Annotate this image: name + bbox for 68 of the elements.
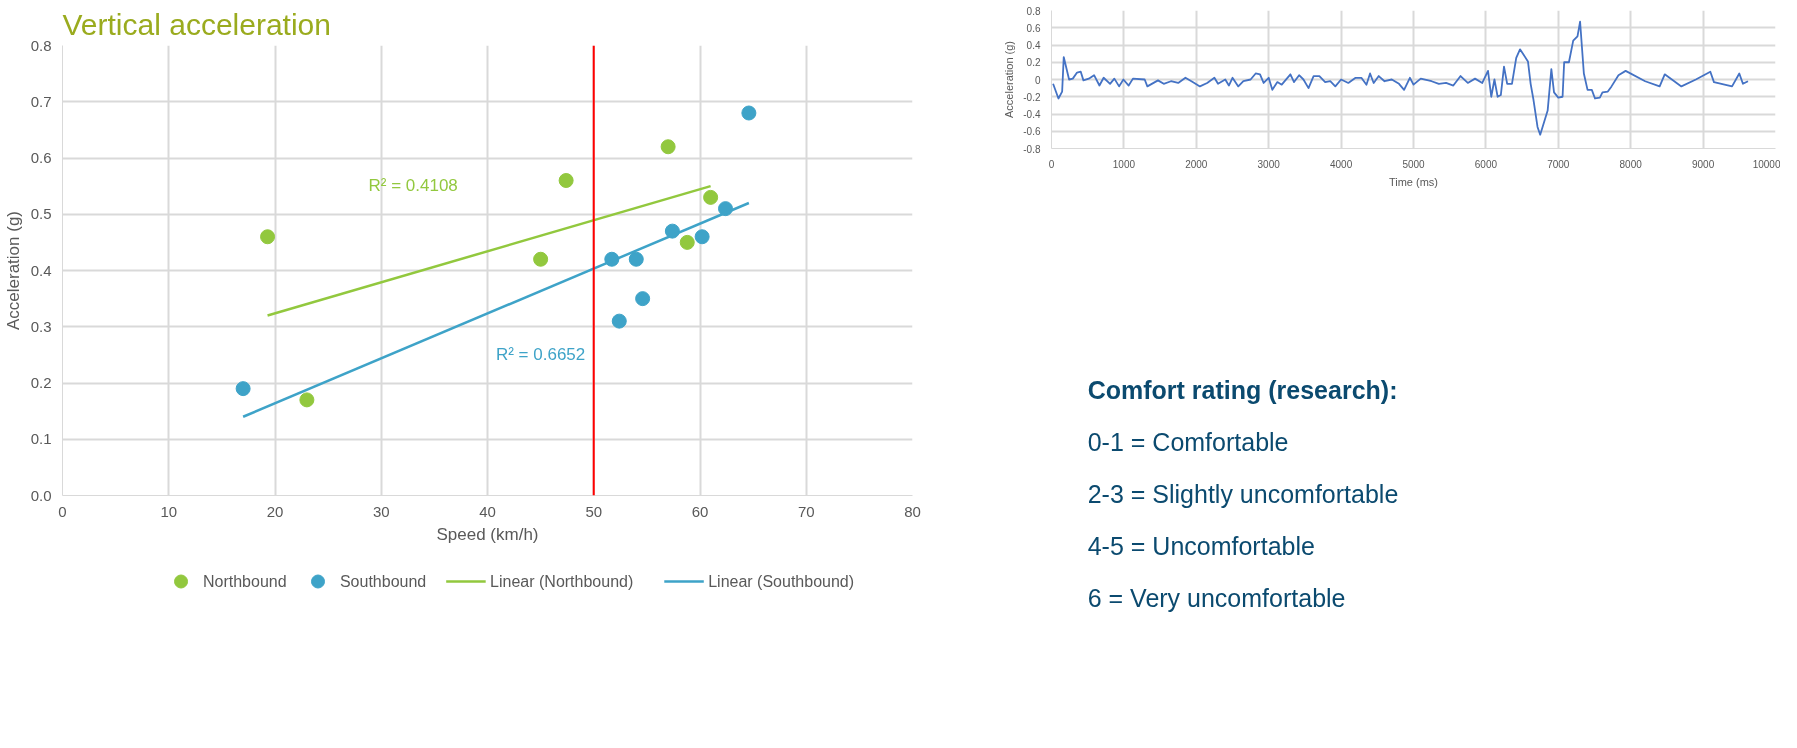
x-tick-label: 20 xyxy=(266,502,284,520)
y-tick-label: 0.7 xyxy=(30,92,52,110)
y-axis-title: Acceleration (g) xyxy=(3,210,23,331)
x-tick-label: 8000 xyxy=(1619,158,1643,170)
point xyxy=(679,234,695,250)
point xyxy=(235,381,251,397)
y-tick-label: 0.6 xyxy=(30,149,52,166)
y-tick-label: -0.6 xyxy=(1023,126,1041,138)
x-tick-label: 1000 xyxy=(1112,158,1136,170)
y-tick-label: 0.4 xyxy=(1026,40,1041,51)
x-tick-label: 4000 xyxy=(1329,158,1353,170)
y-tick-label: -0.4 xyxy=(1023,109,1041,120)
point xyxy=(299,392,315,408)
text: 6 = Very uncomfortable xyxy=(1087,583,1346,612)
y-tick-label: 0.0 xyxy=(30,486,52,504)
y-tick-label: 0.4 xyxy=(30,261,52,279)
x-tick-label: 7000 xyxy=(1547,158,1570,170)
x-tick-label: 40 xyxy=(479,502,496,520)
x-tick-label: 3000 xyxy=(1257,158,1281,170)
y-tick-label: -0.2 xyxy=(1023,91,1041,103)
legend-label: Southbound xyxy=(339,573,427,590)
annotation: R² = 0.6652 xyxy=(495,344,586,364)
point xyxy=(635,291,651,307)
point xyxy=(703,189,719,205)
x-tick-label: 6000 xyxy=(1474,158,1498,170)
x-axis-title: Time (ms) xyxy=(1388,175,1439,188)
y-tick-label: 0.8 xyxy=(30,36,52,54)
legend-label: Linear (Southbound) xyxy=(708,573,855,590)
point xyxy=(694,229,710,245)
x-tick-label: 5000 xyxy=(1402,158,1426,170)
annotation: R² = 0.4108 xyxy=(368,175,458,195)
x-tick-label: 9000 xyxy=(1691,158,1715,170)
y-tick-label: 0 xyxy=(1034,74,1041,86)
x-tick-label: 80 xyxy=(904,502,921,520)
point xyxy=(611,313,627,329)
x-tick-label: 10000 xyxy=(1752,158,1781,170)
point xyxy=(533,251,549,267)
x-tick-label: 30 xyxy=(372,502,390,520)
y-tick-label: 0.2 xyxy=(1026,57,1041,69)
text: Comfort rating (research): xyxy=(1087,375,1398,404)
x-tick-label: 50 xyxy=(585,502,603,520)
x-tick-label: 10 xyxy=(160,502,178,520)
x-tick-label: 2000 xyxy=(1185,158,1208,170)
y-tick-label: 0.3 xyxy=(30,317,52,335)
point xyxy=(628,251,644,267)
x-axis-title: Speed (km/h) xyxy=(436,524,539,544)
point xyxy=(741,105,757,121)
text: 2-3 = Slightly uncomfortable xyxy=(1087,479,1399,508)
y-tick-label: 0.1 xyxy=(30,430,52,448)
x-tick-label: 0 xyxy=(1048,158,1055,170)
y-tick-label: 0.8 xyxy=(1026,5,1041,17)
y-tick-label: 0.2 xyxy=(30,374,52,391)
x-tick-label: 70 xyxy=(797,502,815,520)
x-tick-label: 0 xyxy=(58,502,67,520)
chart-title: Vertical acceleration xyxy=(62,7,331,41)
text: 4-5 = Uncomfortable xyxy=(1087,531,1315,560)
y-tick-label: 0.5 xyxy=(30,205,52,223)
line-series xyxy=(1052,20,1749,136)
y-tick-label: 0.6 xyxy=(1026,22,1041,34)
x-tick-label: 60 xyxy=(691,502,709,520)
point xyxy=(558,173,574,188)
text: 0-1 = Comfortable xyxy=(1087,427,1289,456)
y-axis-title: Acceleration (g) xyxy=(1003,40,1016,119)
legend-label: Northbound xyxy=(202,573,287,590)
point xyxy=(260,229,276,245)
legend-label: Linear (Northbound) xyxy=(490,573,634,590)
point xyxy=(660,139,676,155)
y-tick-label: -0.8 xyxy=(1023,143,1041,155)
